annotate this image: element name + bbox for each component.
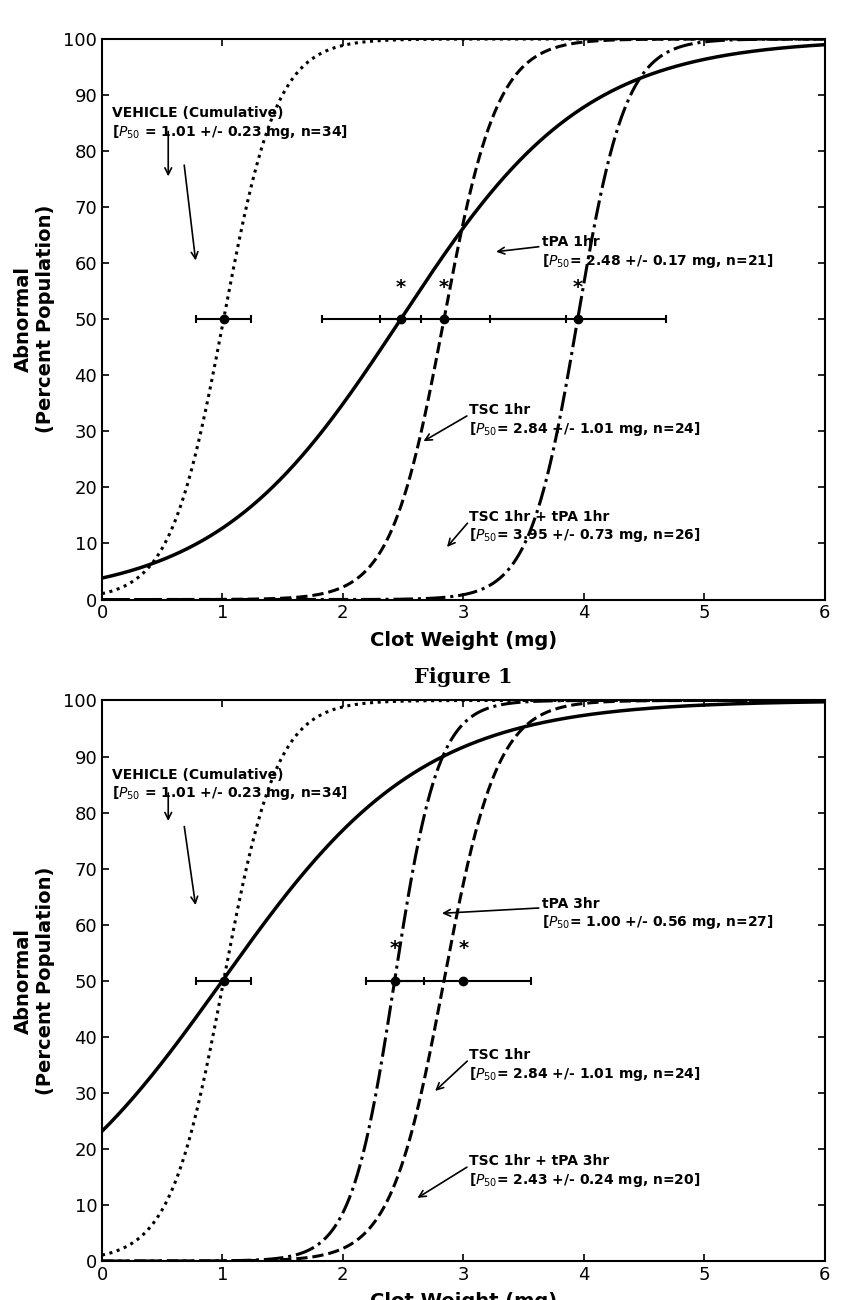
Text: *: *: [395, 278, 405, 296]
Text: *: *: [439, 278, 449, 296]
Text: Figure 1: Figure 1: [414, 667, 513, 686]
Text: TSC 1hr
[$P_{50}$= 2.84 +/- 1.01 mg, n=24]: TSC 1hr [$P_{50}$= 2.84 +/- 1.01 mg, n=2…: [469, 1048, 700, 1083]
Text: TSC 1hr + tPA 1hr
[$P_{50}$= 3.95 +/- 0.73 mg, n=26]: TSC 1hr + tPA 1hr [$P_{50}$= 3.95 +/- 0.…: [469, 510, 701, 545]
Text: tPA 1hr
[$P_{50}$= 2.48 +/- 0.17 mg, n=21]: tPA 1hr [$P_{50}$= 2.48 +/- 0.17 mg, n=2…: [541, 235, 774, 270]
Text: *: *: [573, 278, 583, 296]
Text: VEHICLE (Cumulative)
[$P_{50}$ = 1.01 +/- 0.23 mg, n=34]: VEHICLE (Cumulative) [$P_{50}$ = 1.01 +/…: [111, 107, 348, 140]
Y-axis label: Abnormal
(Percent Population): Abnormal (Percent Population): [14, 205, 55, 433]
X-axis label: Clot Weight (mg): Clot Weight (mg): [370, 1292, 557, 1300]
Text: *: *: [458, 940, 468, 958]
Text: *: *: [389, 940, 400, 958]
Text: TSC 1hr + tPA 3hr
[$P_{50}$= 2.43 +/- 0.24 mg, n=20]: TSC 1hr + tPA 3hr [$P_{50}$= 2.43 +/- 0.…: [469, 1154, 700, 1190]
Text: TSC 1hr
[$P_{50}$= 2.84 +/- 1.01 mg, n=24]: TSC 1hr [$P_{50}$= 2.84 +/- 1.01 mg, n=2…: [469, 403, 700, 438]
Text: VEHICLE (Cumulative)
[$P_{50}$ = 1.01 +/- 0.23 mg, n=34]: VEHICLE (Cumulative) [$P_{50}$ = 1.01 +/…: [111, 768, 348, 802]
Text: tPA 3hr
[$P_{50}$= 1.00 +/- 0.56 mg, n=27]: tPA 3hr [$P_{50}$= 1.00 +/- 0.56 mg, n=2…: [541, 897, 774, 931]
Y-axis label: Abnormal
(Percent Population): Abnormal (Percent Population): [14, 867, 55, 1095]
X-axis label: Clot Weight (mg): Clot Weight (mg): [370, 630, 557, 650]
